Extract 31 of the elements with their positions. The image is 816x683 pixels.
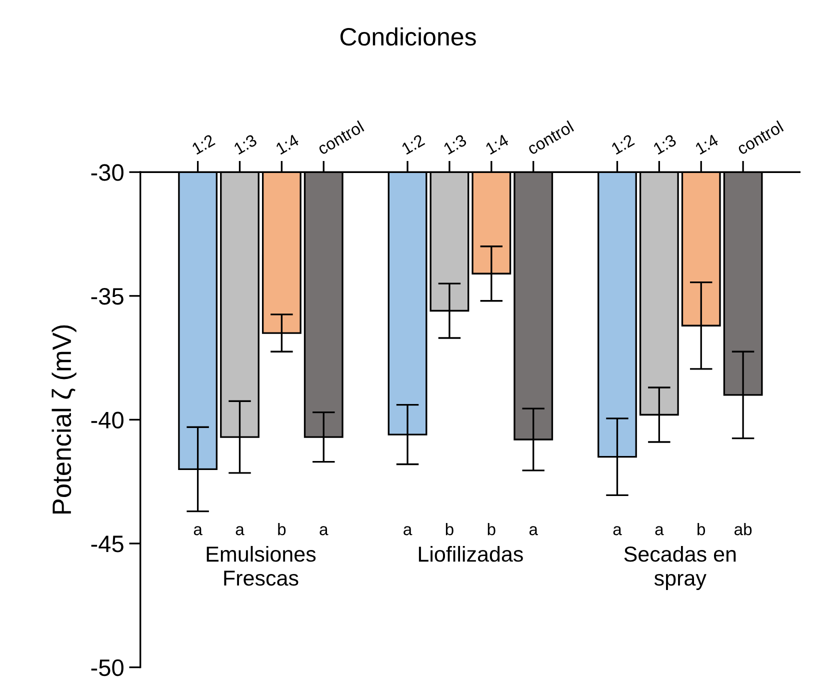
annotation: Secadas en spray xyxy=(624,546,736,590)
annotation: a xyxy=(194,526,202,536)
y-tick-label: -40 xyxy=(91,412,124,428)
x-tick-label: 1:3 xyxy=(443,134,468,155)
y-tick-label: -50 xyxy=(91,659,124,676)
x-tick-label: 1:3 xyxy=(652,134,677,155)
annotation: a xyxy=(655,526,664,536)
annotation: a xyxy=(320,526,328,536)
annotation: b xyxy=(278,523,286,536)
annotation: b xyxy=(446,523,454,536)
x-tick-label: 1:4 xyxy=(275,134,300,155)
y-tick-label: -35 xyxy=(91,288,124,305)
x-tick-label: 1:2 xyxy=(191,134,216,155)
y-tick-label: -30 xyxy=(91,164,124,181)
x-tick-label: 1:4 xyxy=(694,134,720,155)
y-tick-label: -45 xyxy=(91,536,124,552)
chart-title: Condiciones xyxy=(340,27,476,46)
x-tick-label: 1:4 xyxy=(485,134,510,155)
x-tick-label: 1:2 xyxy=(610,134,635,155)
annotation: b xyxy=(488,523,496,536)
annotation: Emulsiones Frescas xyxy=(206,546,316,586)
x-tick-label: 1:3 xyxy=(233,134,258,155)
x-tick-label: 1:2 xyxy=(401,134,426,155)
annotation: ab xyxy=(734,523,752,536)
annotation: a xyxy=(529,526,538,536)
annotation: Liofilizadas xyxy=(418,546,523,562)
annotation: a xyxy=(404,526,412,536)
annotation: b xyxy=(698,523,706,536)
annotation: a xyxy=(613,526,622,536)
annotation: a xyxy=(236,526,244,536)
y-axis-title: Potencial ζ (mV) xyxy=(52,325,76,514)
